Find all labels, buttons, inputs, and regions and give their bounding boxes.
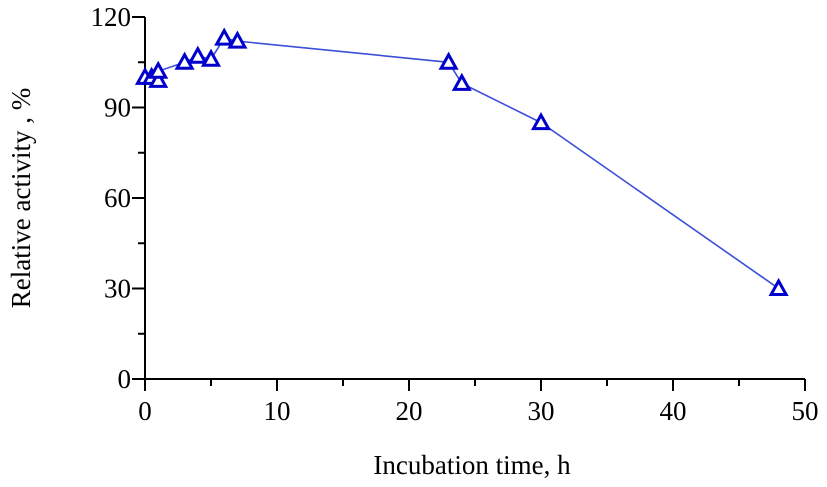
data-point-marker	[174, 51, 195, 70]
data-point-marker	[530, 111, 552, 131]
plot-area: 0 30 60 90 120 0 10 20 30 40 50	[91, 2, 819, 426]
data-point-marker	[200, 48, 222, 67]
x-tick-label: 30	[528, 396, 555, 426]
y-axis-title: Relative activity , %	[6, 88, 36, 308]
x-axis-title: Incubation time, h	[373, 450, 571, 480]
data-point-marker	[187, 45, 208, 64]
x-tick-label: 40	[660, 396, 687, 426]
y-tick-label: 60	[104, 183, 131, 213]
y-tick-label: 0	[118, 364, 132, 394]
x-tick-label: 50	[792, 396, 819, 426]
data-point-marker	[227, 30, 248, 49]
y-tick-label: 90	[104, 93, 131, 123]
data-point-marker	[768, 277, 789, 296]
data-point-marker	[451, 72, 472, 91]
x-tick-label: 10	[264, 396, 291, 426]
data-point-marker	[438, 51, 459, 70]
y-tick-label: 30	[104, 274, 131, 304]
data-point-marker	[214, 27, 235, 46]
x-tick-label: 0	[138, 396, 152, 426]
data-point-marker	[148, 69, 169, 88]
y-tick-label: 120	[91, 2, 132, 32]
x-tick-label: 20	[396, 396, 423, 426]
data-point-marker	[148, 60, 169, 79]
